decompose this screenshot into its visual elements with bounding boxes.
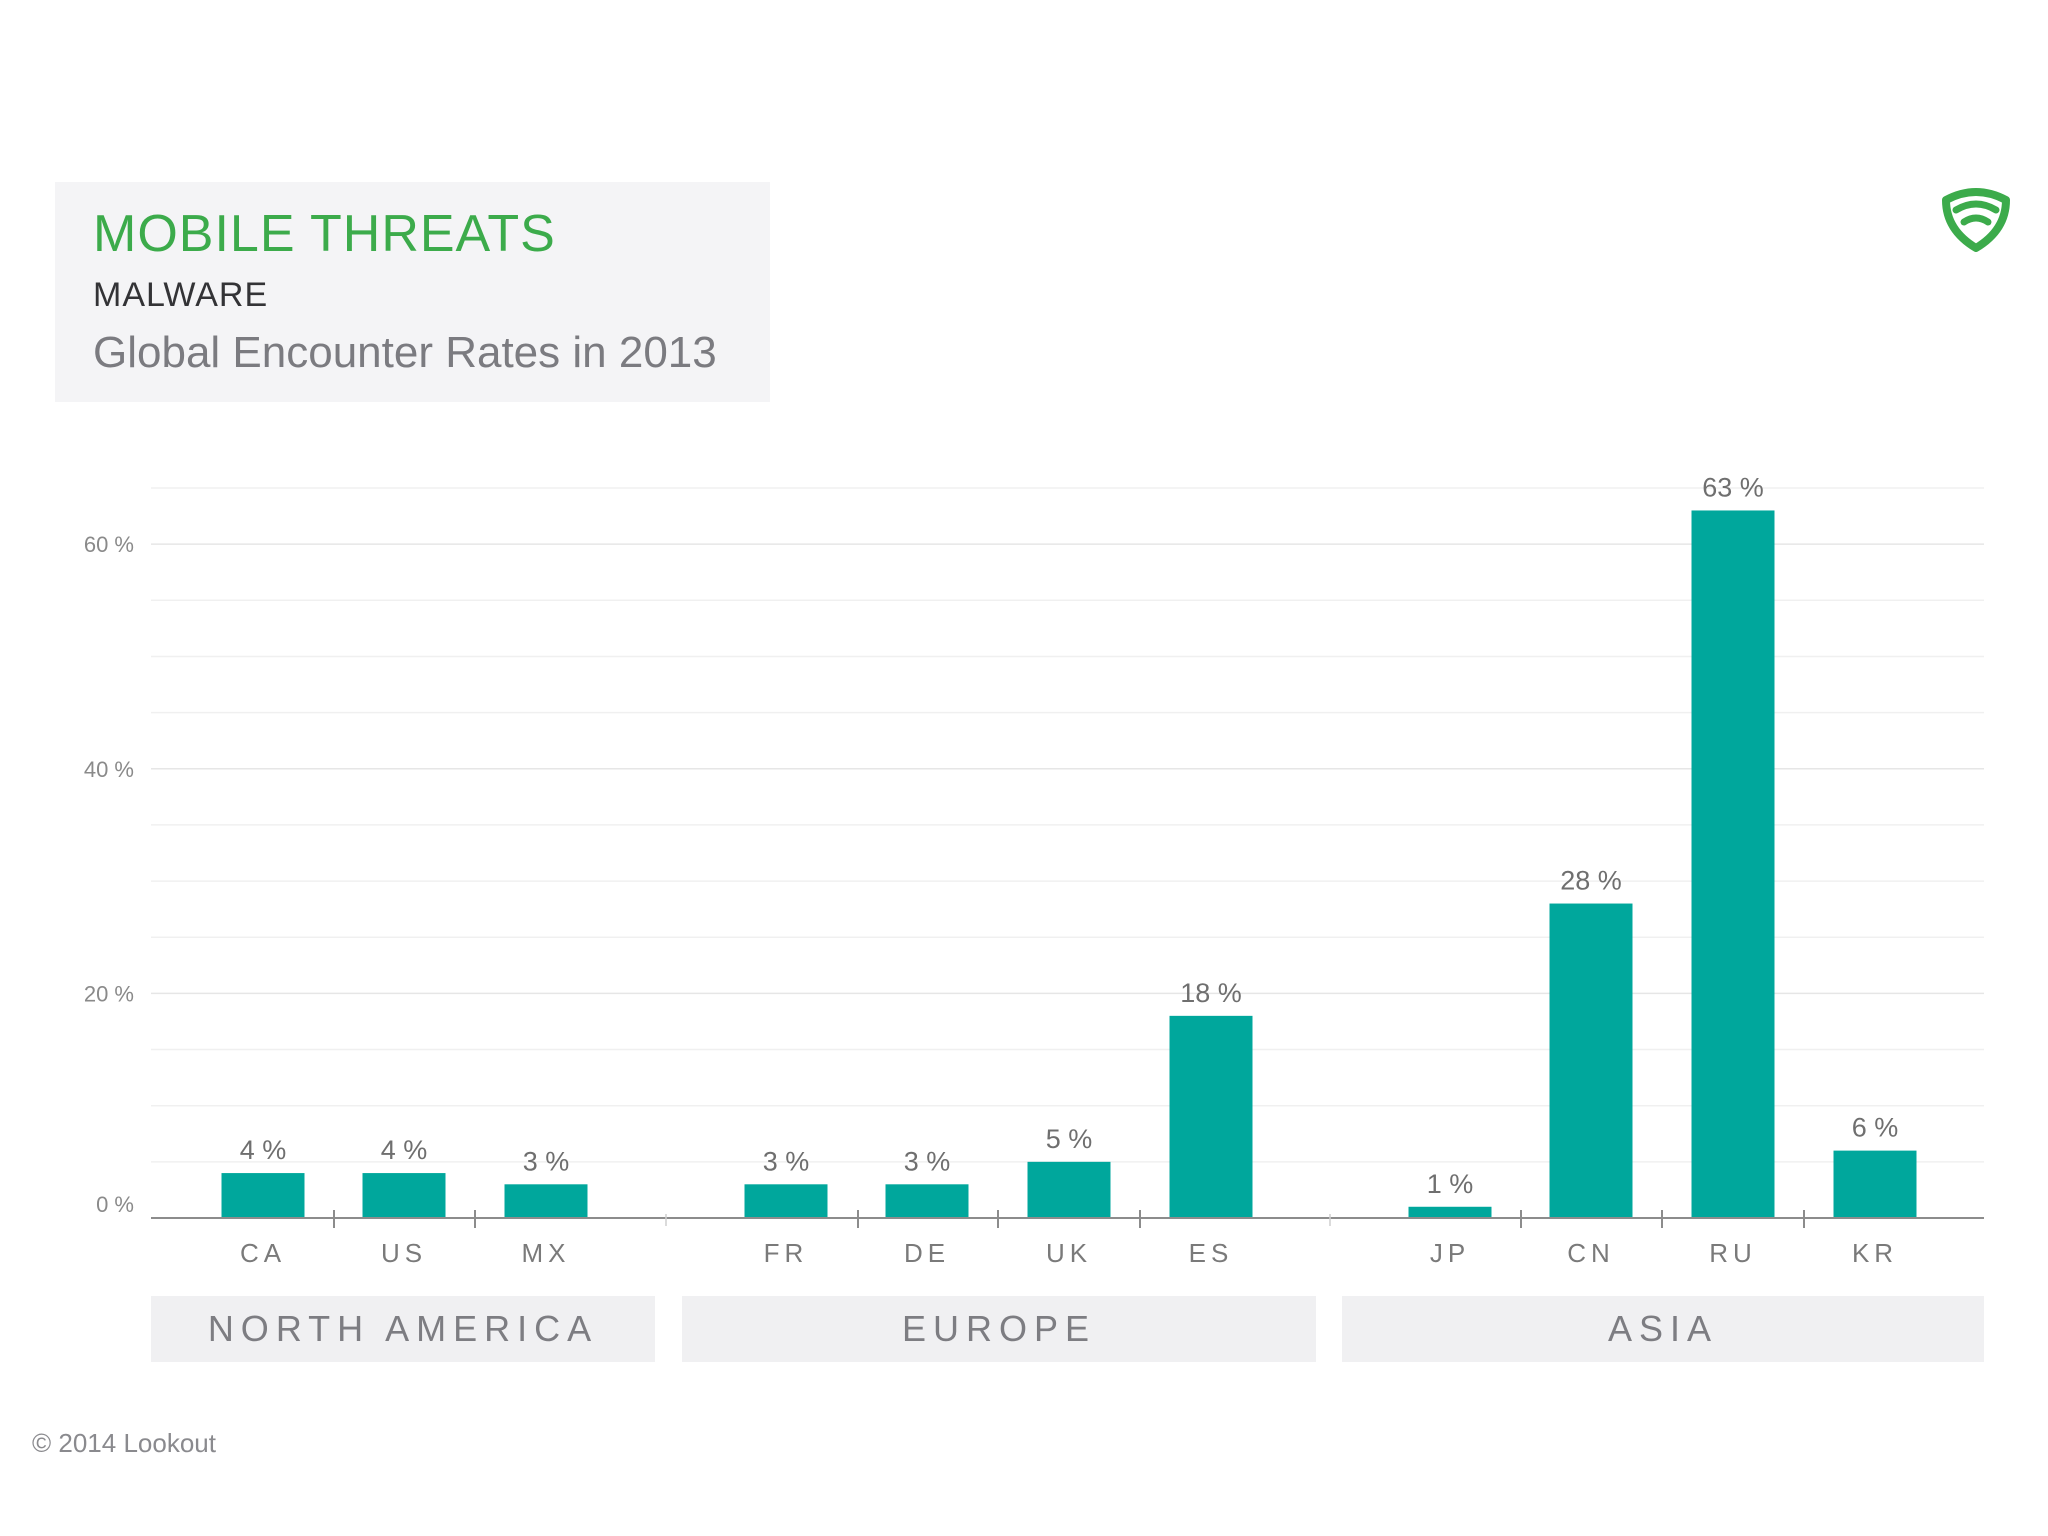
x-tick-label: UK — [1046, 1238, 1092, 1268]
bar-value-label: 3 % — [904, 1146, 951, 1176]
bar-value-label: 1 % — [1427, 1169, 1474, 1199]
x-tick-label: US — [381, 1238, 427, 1268]
bar-value-label: 4 % — [240, 1135, 287, 1165]
y-tick-label: 20 % — [84, 981, 134, 1006]
bar-value-label: 4 % — [381, 1135, 428, 1165]
page-title: MOBILE THREATS — [93, 205, 556, 263]
x-tick-label: CN — [1567, 1238, 1615, 1268]
bar-value-label: 28 % — [1560, 866, 1622, 896]
group-label: NORTH AMERICA — [208, 1308, 598, 1349]
bar-value-label: 63 % — [1702, 472, 1764, 502]
bar — [1408, 1206, 1492, 1218]
lookout-shield-logo-icon — [1942, 188, 2010, 252]
bar — [885, 1184, 969, 1218]
x-tick-label: DE — [904, 1238, 950, 1268]
y-tick-label: 60 % — [84, 532, 134, 557]
x-tick-label: KR — [1852, 1238, 1898, 1268]
bar — [221, 1173, 305, 1218]
bar — [504, 1184, 588, 1218]
bar — [1833, 1150, 1917, 1218]
group-label: EUROPE — [902, 1308, 1096, 1349]
bar — [744, 1184, 828, 1218]
x-tick-label: MX — [522, 1238, 571, 1268]
group-band — [1342, 1296, 1984, 1362]
bar-value-label: 3 % — [763, 1146, 810, 1176]
x-tick-label: FR — [764, 1238, 809, 1268]
page-description: Global Encounter Rates in 2013 — [93, 328, 717, 377]
group-label: ASIA — [1608, 1308, 1718, 1349]
bar — [1027, 1161, 1111, 1218]
bar-value-label: 18 % — [1180, 978, 1242, 1008]
bar-value-label: 3 % — [523, 1146, 570, 1176]
copyright-text: © 2014 Lookout — [32, 1428, 216, 1458]
x-tick-label: CA — [240, 1238, 286, 1268]
y-tick-label: 40 % — [84, 757, 134, 782]
title-card: MOBILE THREATS MALWARE Global Encounter … — [55, 182, 770, 402]
bar — [1691, 510, 1775, 1218]
bar — [1169, 1015, 1253, 1218]
group-band — [151, 1296, 655, 1362]
x-tick-label: RU — [1709, 1238, 1757, 1268]
bar — [362, 1173, 446, 1218]
group-band — [682, 1296, 1316, 1362]
bar-value-label: 6 % — [1852, 1113, 1899, 1143]
x-tick-label: JP — [1430, 1238, 1470, 1268]
bar — [1549, 903, 1633, 1218]
bar-value-label: 5 % — [1046, 1124, 1093, 1154]
page-subtitle: MALWARE — [93, 276, 269, 314]
y-tick-label: 0 % — [96, 1192, 134, 1217]
x-tick-label: ES — [1189, 1238, 1234, 1268]
